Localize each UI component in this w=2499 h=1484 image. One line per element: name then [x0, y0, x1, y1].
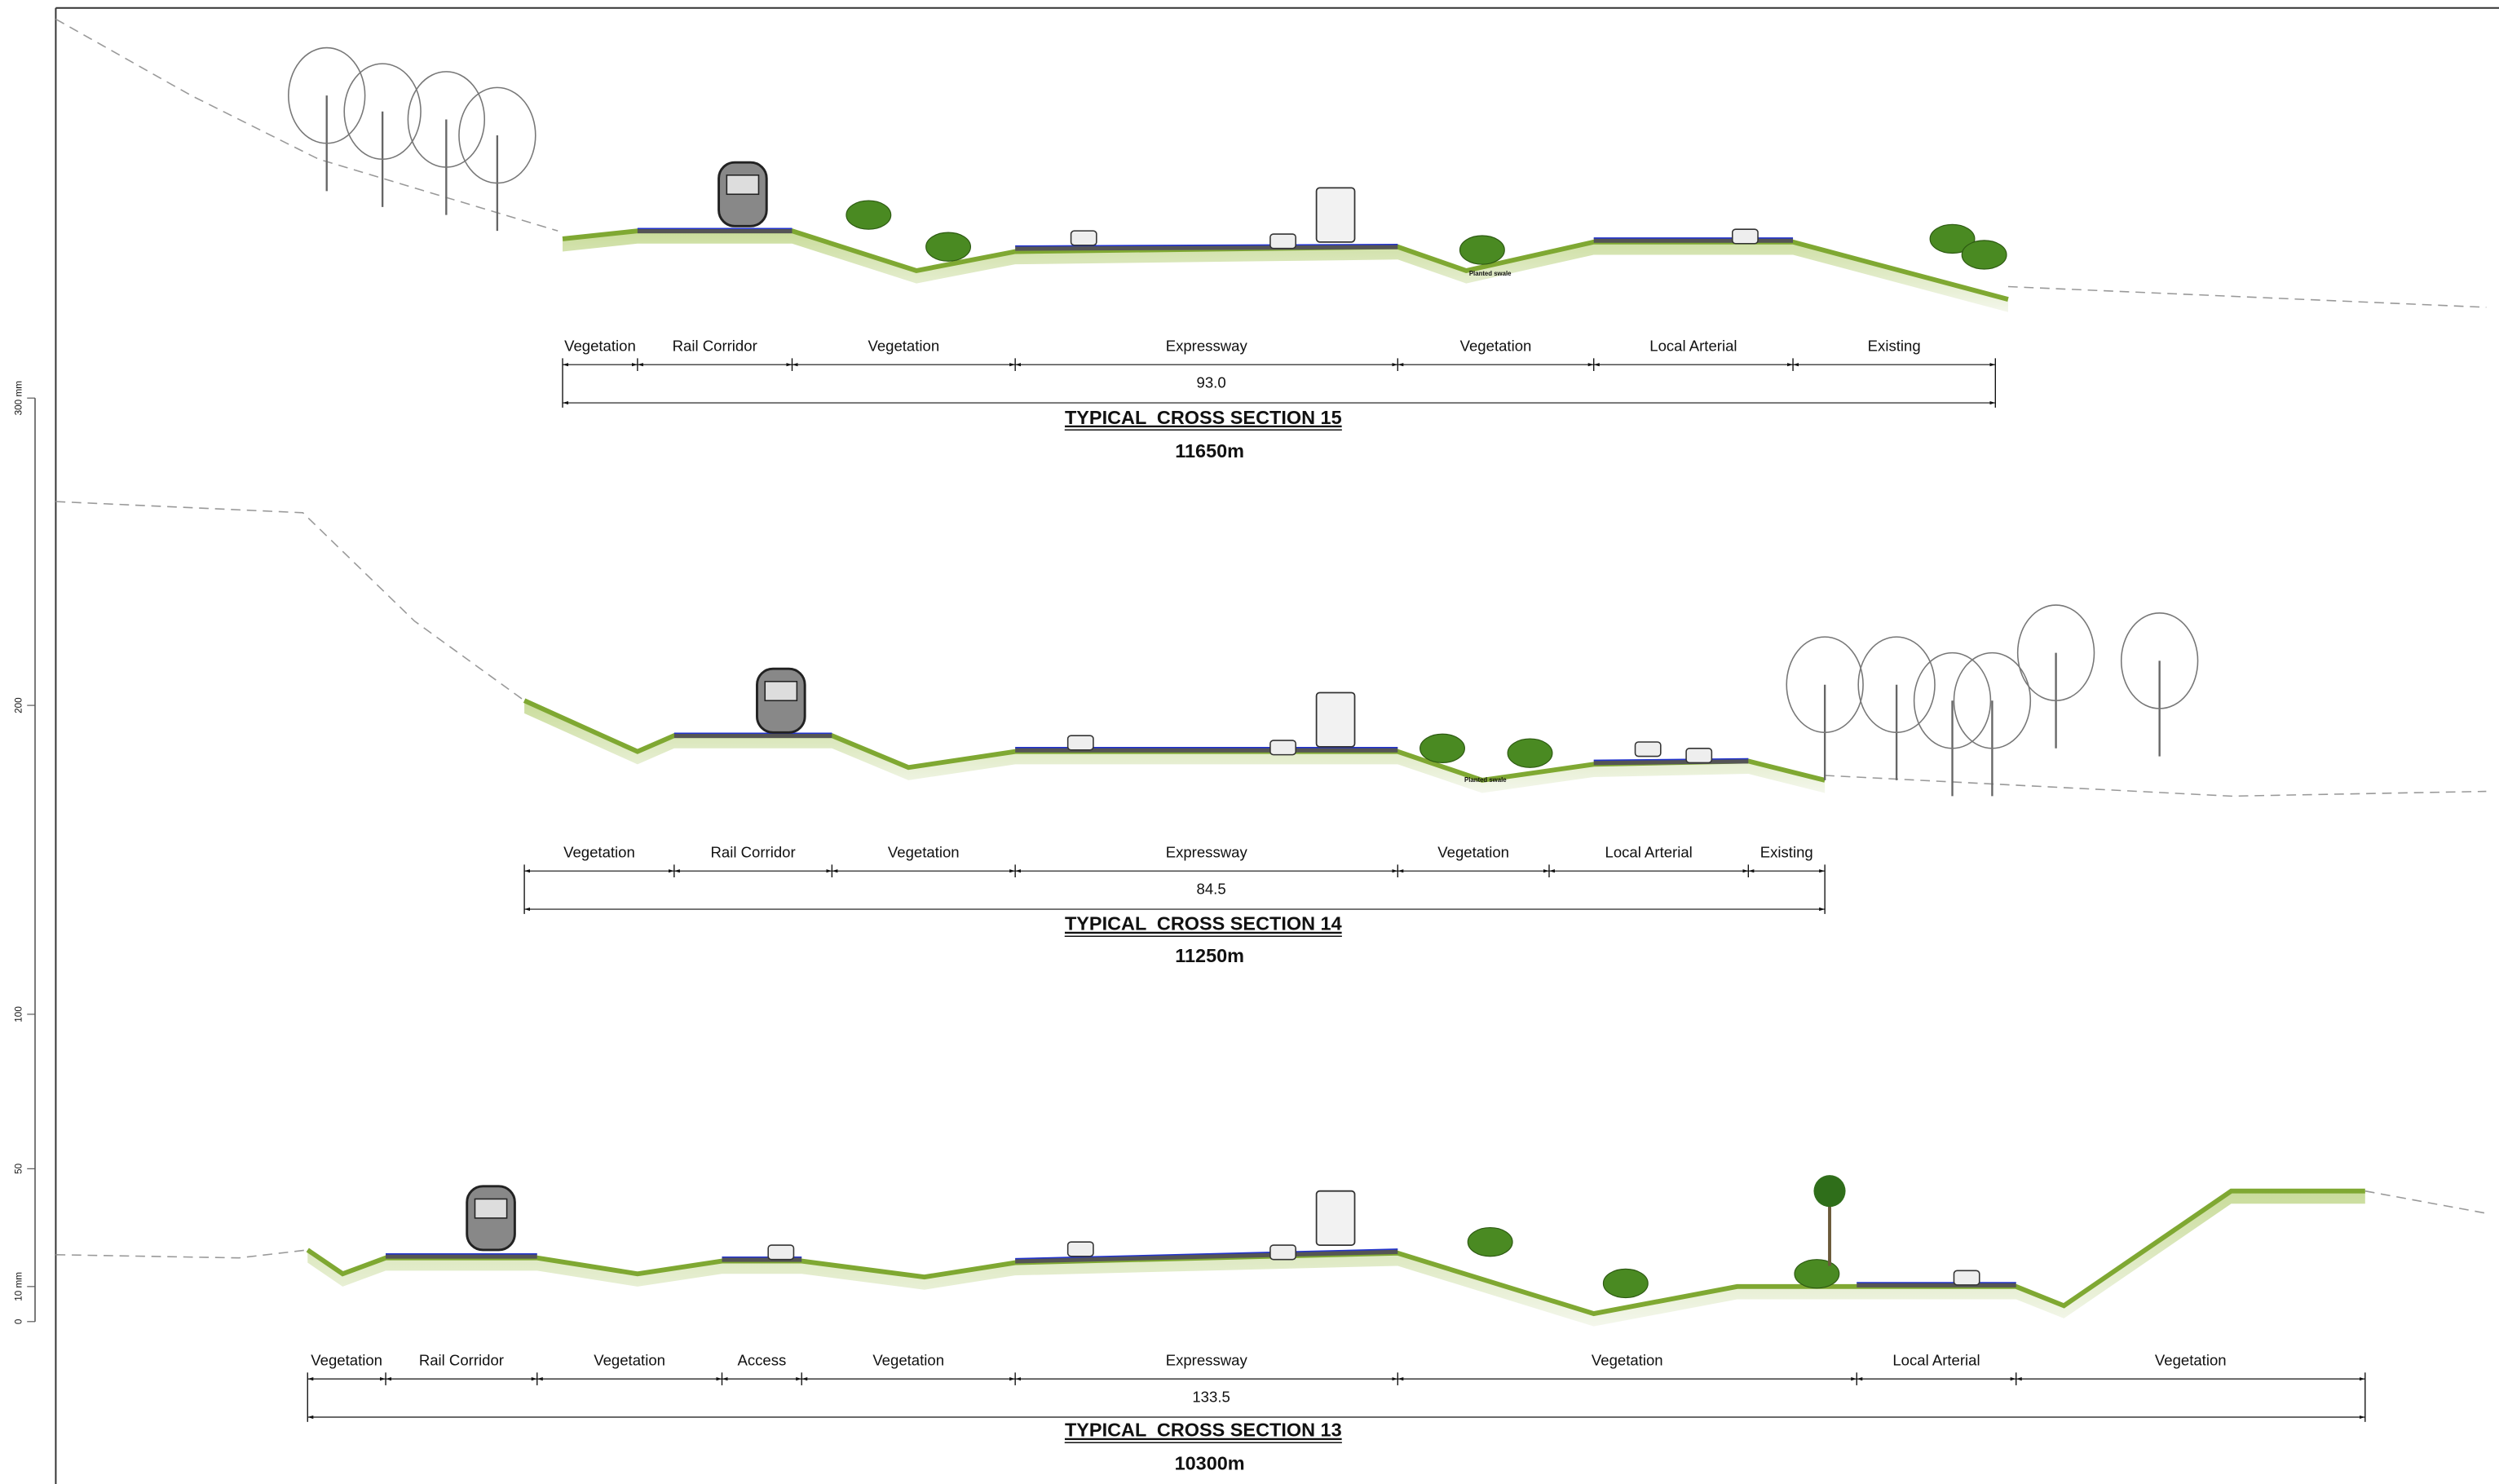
- shrub: [1794, 1259, 1840, 1289]
- segment-label: Vegetation: [594, 1352, 665, 1369]
- section-title: TYPICAL CROSS SECTION 14: [1065, 913, 1342, 934]
- segment-label: Expressway: [1166, 338, 1248, 355]
- segment-label: Vegetation: [1592, 1352, 1663, 1369]
- existing-ground: [2007, 285, 2487, 308]
- car: [1269, 1244, 1296, 1261]
- segment-label: Vegetation: [888, 844, 960, 861]
- shrub: [846, 200, 892, 230]
- tree-canopy: [1857, 636, 1936, 734]
- truck: [1315, 187, 1356, 243]
- shrub: [1507, 738, 1553, 768]
- segment-label: Vegetation: [2155, 1352, 2227, 1369]
- tree-canopy: [1913, 651, 1992, 749]
- train-window: [764, 681, 798, 702]
- segment-label: Local Arterial: [1892, 1352, 1980, 1369]
- scale-label: 200: [14, 697, 24, 713]
- tree-canopy: [2016, 604, 2095, 702]
- segment-label: Local Arterial: [1605, 844, 1693, 861]
- segment-label: Rail Corridor: [673, 338, 757, 355]
- shrub: [1459, 235, 1505, 265]
- train-window: [474, 1198, 508, 1219]
- car: [1269, 740, 1296, 756]
- pavement: [1015, 244, 1398, 251]
- segment-label: Vegetation: [1437, 844, 1509, 861]
- section-chainage: 11250m: [1175, 945, 1244, 966]
- segment-label: Vegetation: [868, 338, 939, 355]
- segment-label: Access: [737, 1352, 786, 1369]
- section-chainage: 11650m: [1175, 440, 1244, 462]
- shrub: [925, 232, 972, 262]
- existing-ground: [55, 18, 559, 232]
- total-width: 133.5: [1192, 1388, 1230, 1405]
- segment-label: Vegetation: [311, 1352, 382, 1369]
- cross-section: Vegetation Rail Corridor Vegetation Access V…: [55, 1175, 2487, 1474]
- car: [1731, 228, 1759, 245]
- lane-line: [1593, 757, 1749, 762]
- tree-canopy: [458, 86, 536, 184]
- car: [1269, 233, 1296, 250]
- segment-label: Vegetation: [1460, 338, 1532, 355]
- segment-label: Vegetation: [563, 844, 635, 861]
- segment-label: Rail Corridor: [419, 1352, 504, 1369]
- palm-crown: [1813, 1175, 1846, 1208]
- cross-section: Planted swale Vegetation Rail Corridor Vege…: [55, 18, 2487, 462]
- swale-label: Planted swale: [1469, 270, 1512, 277]
- cross-section: Planted swale Vegetation Rail Corridor Vege…: [55, 501, 2487, 966]
- earthworks: [563, 231, 2008, 312]
- total-width: 84.5: [1197, 881, 1226, 898]
- section-title: TYPICAL CROSS SECTION 13: [1065, 1420, 1342, 1441]
- tree-canopy: [288, 46, 366, 144]
- section-title: TYPICAL CROSS SECTION 15: [1065, 407, 1342, 428]
- pavement: [1593, 758, 1749, 766]
- earthworks: [307, 1190, 2365, 1327]
- tree-canopy: [2120, 612, 2199, 709]
- tree-canopy: [1786, 636, 1864, 734]
- scale-label: 50: [14, 1163, 24, 1174]
- segment-label: Vegetation: [564, 338, 636, 355]
- scale-label: 100: [14, 1006, 24, 1022]
- car: [767, 1244, 795, 1261]
- total-width: 93.0: [1197, 374, 1226, 391]
- segment-label: Existing: [1760, 844, 1813, 861]
- train-window: [726, 174, 760, 196]
- segment-label: Existing: [1868, 338, 1921, 355]
- segment-label: Expressway: [1166, 1352, 1248, 1369]
- scale-label: 300 mm: [14, 381, 24, 415]
- scale-label: 0: [14, 1318, 24, 1324]
- segment-label: Rail Corridor: [711, 844, 796, 861]
- tree-canopy: [407, 71, 486, 168]
- pavement: [1015, 1248, 1398, 1264]
- existing-ground: [1825, 775, 2487, 797]
- tree-canopy: [343, 63, 422, 161]
- existing-ground: [2364, 1190, 2487, 1214]
- lane-line: [1015, 1248, 1398, 1260]
- shrub: [1419, 733, 1465, 763]
- shrub: [1929, 223, 1976, 254]
- car: [1685, 748, 1713, 764]
- existing-ground: [55, 1249, 308, 1259]
- car: [1066, 1241, 1094, 1257]
- truck: [1315, 1190, 1356, 1246]
- tree-canopy: [1953, 651, 2032, 749]
- car: [1634, 741, 1662, 757]
- car: [1066, 735, 1094, 751]
- segment-label: Local Arterial: [1649, 338, 1737, 355]
- earthworks: [524, 700, 1826, 793]
- segment-label: Expressway: [1166, 844, 1248, 861]
- shrub: [1467, 1227, 1513, 1257]
- swale-label: Planted swale: [1464, 776, 1507, 784]
- existing-ground: [55, 501, 525, 701]
- segment-label: Vegetation: [872, 1352, 944, 1369]
- truck: [1315, 691, 1356, 748]
- car: [1953, 1270, 1980, 1286]
- car: [1070, 230, 1097, 246]
- shrub: [1602, 1268, 1649, 1299]
- shrub: [1961, 240, 2007, 270]
- scale-label: 10 mm: [14, 1272, 24, 1301]
- section-chainage: 10300m: [1175, 1453, 1245, 1474]
